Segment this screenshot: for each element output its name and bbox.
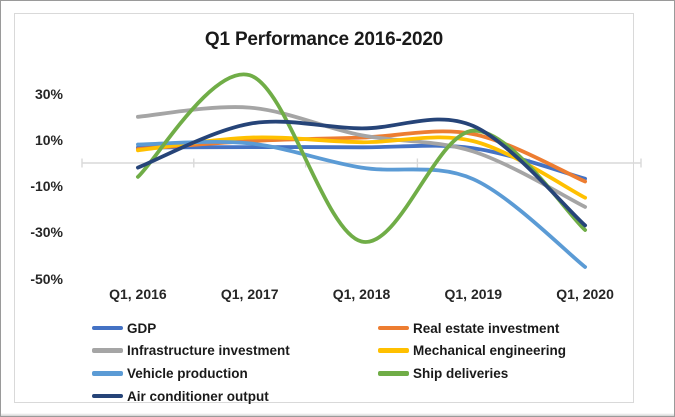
chart-frame (14, 13, 634, 403)
legend-swatch (378, 348, 409, 353)
legend-item-vehicle-production: Vehicle production (92, 365, 248, 381)
legend-swatch (92, 325, 123, 331)
x-axis-tick-label: Q1, 2016 (109, 286, 167, 302)
x-axis-tick-label: Q1, 2017 (220, 286, 279, 302)
legend-item-air-conditioner-output: Air conditioner output (92, 388, 269, 404)
legend-label: Air conditioner output (127, 388, 269, 404)
legend-swatch (92, 348, 123, 353)
legend-swatch (92, 393, 123, 399)
legend-item-real-estate-investment: Real estate investment (378, 320, 559, 336)
legend-label: Mechanical engineering (413, 343, 567, 359)
legend-label: Infrastructure investment (127, 343, 290, 359)
chart-title: Q1 Performance 2016-2020 (204, 29, 444, 50)
legend-item-gdp: GDP (92, 320, 156, 336)
legend-item-infrastructure-investment: Infrastructure investment (92, 343, 290, 359)
series-line-infrastructure-investment (136, 105, 587, 209)
x-axis-tick-label: Q1, 2018 (332, 286, 391, 302)
legend-label: GDP (127, 320, 157, 336)
legend-label: Ship deliveries (413, 365, 509, 381)
series-line-vehicle-production (136, 139, 587, 269)
x-axis-tick-label: Q1, 2019 (444, 286, 503, 302)
legend-label: Real estate investment (413, 320, 560, 336)
y-axis-tick-label: 10% (34, 131, 63, 148)
x-axis-tick-label: Q1, 2020 (556, 286, 614, 302)
series-line-air-conditioner-output (136, 117, 587, 228)
series-line-ship-deliveries (136, 72, 587, 244)
y-axis-tick-label: 30% (34, 85, 63, 102)
legend-swatch (378, 325, 409, 331)
y-axis-tick-label: -50% (30, 270, 63, 287)
y-axis-tick-label: -30% (30, 224, 63, 241)
legend-item-ship-deliveries: Ship deliveries (378, 365, 508, 381)
legend-item-mechanical-engineering: Mechanical engineering (378, 343, 566, 359)
y-axis-tick-label: -10% (30, 178, 63, 195)
legend-swatch (92, 371, 123, 376)
legend-label: Vehicle production (127, 365, 248, 381)
legend-swatch (378, 371, 409, 376)
